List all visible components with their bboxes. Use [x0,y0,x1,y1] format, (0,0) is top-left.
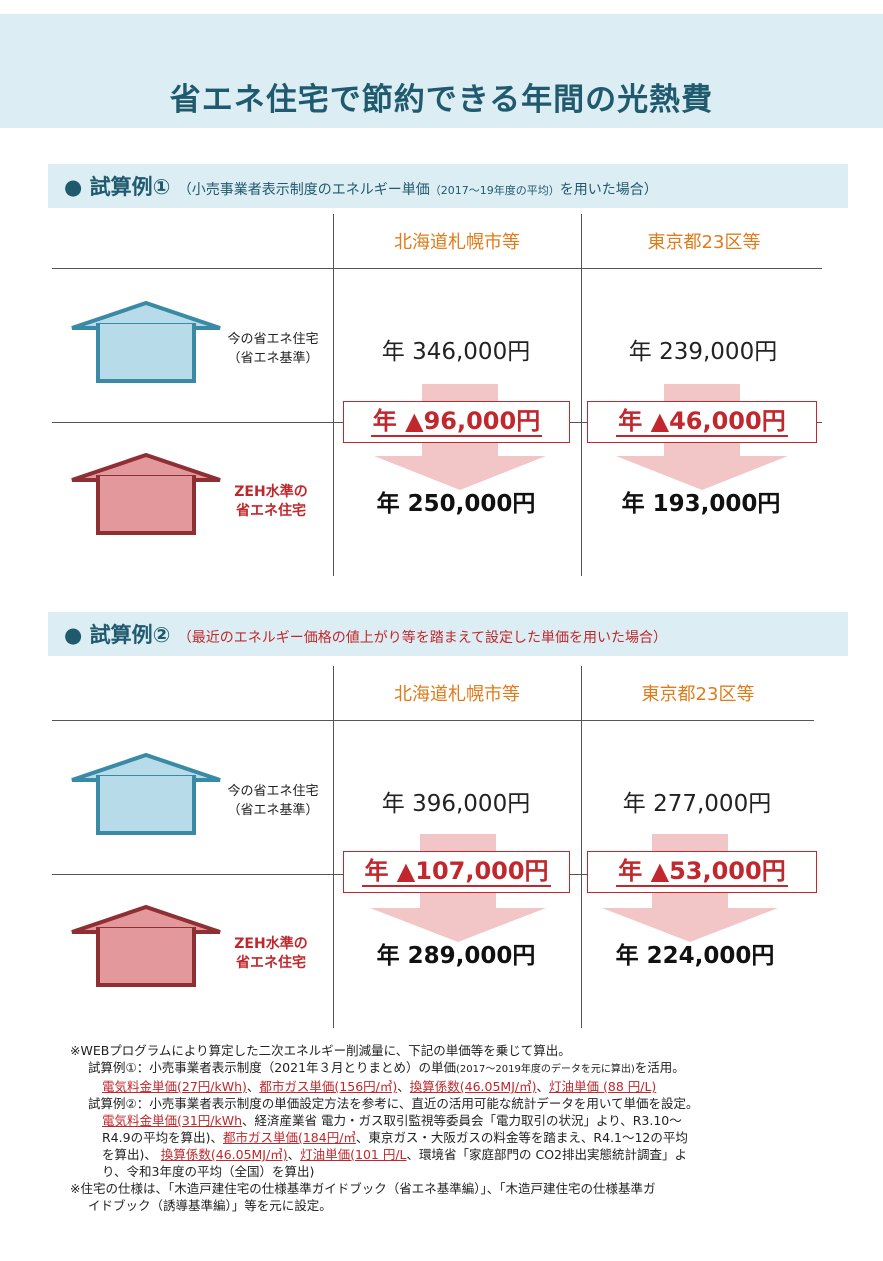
case2-zeh-sapporo: 年 289,000円 [376,943,536,969]
fn7a: を算出)、 [102,1147,161,1162]
case1-saving-tokyo-text: 年 ▲46,000円 [616,407,788,437]
footnote-line-8: り、令和3年度の平均（全国）を算出) [102,1164,315,1179]
case1-col-head-sapporo: 北海道札幌市等 [394,232,520,253]
footnote-line-6: R4.9の平均を算出)、都市ガス単価(184円/㎥、東京ガス・大阪ガスの料金等を… [70,1129,830,1146]
case2-col-head-sapporo: 北海道札幌市等 [394,684,520,705]
case2-saving-tokyo: 年 ▲53,000円 [587,851,817,893]
fn2a: 試算例①：小売事業者表示制度（2021年３月とりまとめ）の単価 [88,1060,457,1075]
footnote-line-1: ※WEBプログラムにより算定した二次エネルギー削減量に、下記の単価等を乗じて算出… [70,1043,571,1058]
fn3-sep2: 、 [397,1079,410,1094]
footnote-line-4: 試算例②：小売事業者表示制度の単価設定方法を参考に、直近の活用可能な統計データを… [88,1096,699,1111]
case1-title: ● 試算例① [64,175,171,199]
case1-zeh-line2: 省エネ住宅 [236,503,306,519]
case2-title-wrap: ● 試算例② （最近のエネルギー価格の値上がり等を踏まえて設定した単価を用いた場… [64,619,667,649]
case1-row-label-current: 今の省エネ住宅 （省エネ基準） [211,330,335,368]
case1-note-end: を用いた場合） [559,182,658,198]
case2-zeh-tokyo: 年 224,000円 [615,943,775,969]
fn3-electric-price: 電気料金単価(27円/kWh) [102,1079,247,1094]
house-red-icon [71,904,221,987]
case1-note: （小売事業者表示制度のエネルギー単価（2017～19年度の平均）を用いた場合） [178,182,658,198]
case2-title: ● 試算例② [64,623,171,647]
house-blue-icon [71,300,221,383]
fn7-sep: 、 [287,1147,301,1162]
fn3-gas-price: 都市ガス単価(156円/㎥) [259,1079,398,1094]
footnote-line-9: ※住宅の仕様は、「木造戸建住宅の仕様基準ガイドブック（省エネ基準編）」、「木造戸… [70,1181,656,1196]
house-blue-icon [71,752,221,835]
case1-title-wrap: ● 試算例① （小売事業者表示制度のエネルギー単価（2017～19年度の平均）を… [64,171,658,201]
footnote-line-5: 電気料金単価(31円/kWh、経済産業省 電力・ガス取引監視等委員会「電力取引の… [70,1112,830,1129]
case2-current-sapporo: 年 396,000円 [381,791,531,817]
case2-current-line1: 今の省エネ住宅 [227,784,319,799]
fn2c: を活用。 [634,1060,685,1075]
fn5-text: 、経済産業省 電力・ガス取引監視等委員会「電力取引の状況」より、R3.10～ [242,1113,682,1128]
case1-current-tokyo: 年 239,000円 [628,339,778,365]
case1-note-small: （2017～19年度の平均） [429,184,560,197]
case2-row-label-current: 今の省エネ住宅 （省エネ基準） [211,782,335,820]
case2-saving-sapporo: 年 ▲107,000円 [343,851,570,893]
case1-row-label-zeh: ZEH水準の 省エネ住宅 [215,483,327,521]
footnotes: ※WEBプログラムにより算定した二次エネルギー削減量に、下記の単価等を乗じて算出… [70,1042,830,1214]
header-band [0,14,883,128]
fn6a: R4.9の平均を算出)、 [102,1130,223,1145]
case2-col-divider-1 [333,666,334,1028]
case1-col-divider-1 [333,214,334,576]
case1-zeh-line1: ZEH水準の [234,484,308,500]
case1-zeh-sapporo: 年 250,000円 [376,491,536,517]
case2-zeh-line1: ZEH水準の [234,936,308,952]
case1-current-line2: （省エネ基準） [227,351,319,366]
case1-saving-sapporo-text: 年 ▲96,000円 [370,407,543,437]
fn7b: 、環境省「家庭部門の CO2排出実態統計調査」よ [406,1147,688,1162]
case2-current-tokyo: 年 277,000円 [622,791,772,817]
case1-saving-sapporo: 年 ▲96,000円 [343,401,570,443]
footnote-line-3: 電気料金単価(27円/kWh)、都市ガス単価(156円/㎥)、換算係数(46.0… [70,1078,830,1095]
case1-header-rule [52,268,822,269]
fn7-kerosene-price: 灯油単価(101 円/L [300,1147,407,1162]
case2-saving-sapporo-text: 年 ▲107,000円 [362,857,551,887]
fn5-electric-price: 電気料金単価(31円/kWh [102,1113,243,1128]
case2-saving-tokyo-text: 年 ▲53,000円 [616,857,788,887]
case2-row-label-zeh: ZEH水準の 省エネ住宅 [215,935,327,973]
footnote-line-10: イドブック（誘導基準編）」等を元に設定。 [88,1198,332,1213]
footnote-line-2: 試算例①：小売事業者表示制度（2021年３月とりまとめ）の単価(2017～201… [70,1059,830,1078]
case2-current-line2: （省エネ基準） [227,803,319,818]
case2-header-rule [52,720,814,721]
fn6b: 、東京ガス・大阪ガスの料金等を踏まえ、R4.1～12の平均 [355,1130,688,1145]
fn3-sep3: 、 [536,1079,550,1094]
case1-note-main: （小売事業者表示制度のエネルギー単価 [177,182,430,198]
fn2b: (2017～2019年度のデータを元に算出) [456,1064,635,1075]
case1-current-line1: 今の省エネ住宅 [227,332,319,347]
case1-saving-tokyo: 年 ▲46,000円 [587,401,817,443]
case1-col-divider-2 [581,214,582,576]
fn3-conversion: 換算係数(46.05MJ/㎥) [409,1079,537,1094]
case1-header: ● 試算例① （小売事業者表示制度のエネルギー単価（2017～19年度の平均）を… [48,164,848,208]
case1-current-sapporo: 年 346,000円 [381,339,531,365]
page-title: 省エネ住宅で節約できる年間の光熱費 [169,82,714,118]
case2-header: ● 試算例② （最近のエネルギー価格の値上がり等を踏まえて設定した単価を用いた場… [48,612,848,656]
case2-col-head-tokyo: 東京都23区等 [641,684,755,705]
case2-note: （最近のエネルギー価格の値上がり等を踏まえて設定した単価を用いた場合） [177,630,668,646]
fn7-conversion: 換算係数(46.05MJ/㎥) [160,1147,288,1162]
case1-col-head-tokyo: 東京都23区等 [647,232,761,253]
house-red-icon [71,452,221,535]
case2-zeh-line2: 省エネ住宅 [236,955,306,971]
case2-col-divider-2 [581,666,582,1028]
case1-zeh-tokyo: 年 193,000円 [621,491,781,517]
fn3-kerosene-price: 灯油単価 (88 円/L) [549,1079,657,1094]
fn6-gas-price: 都市ガス単価(184円/㎥ [222,1130,356,1145]
fn3-sep1: 、 [246,1079,260,1094]
footnote-line-7: を算出)、 換算係数(46.05MJ/㎥)、灯油単価(101 円/L、環境省「家… [70,1146,830,1163]
